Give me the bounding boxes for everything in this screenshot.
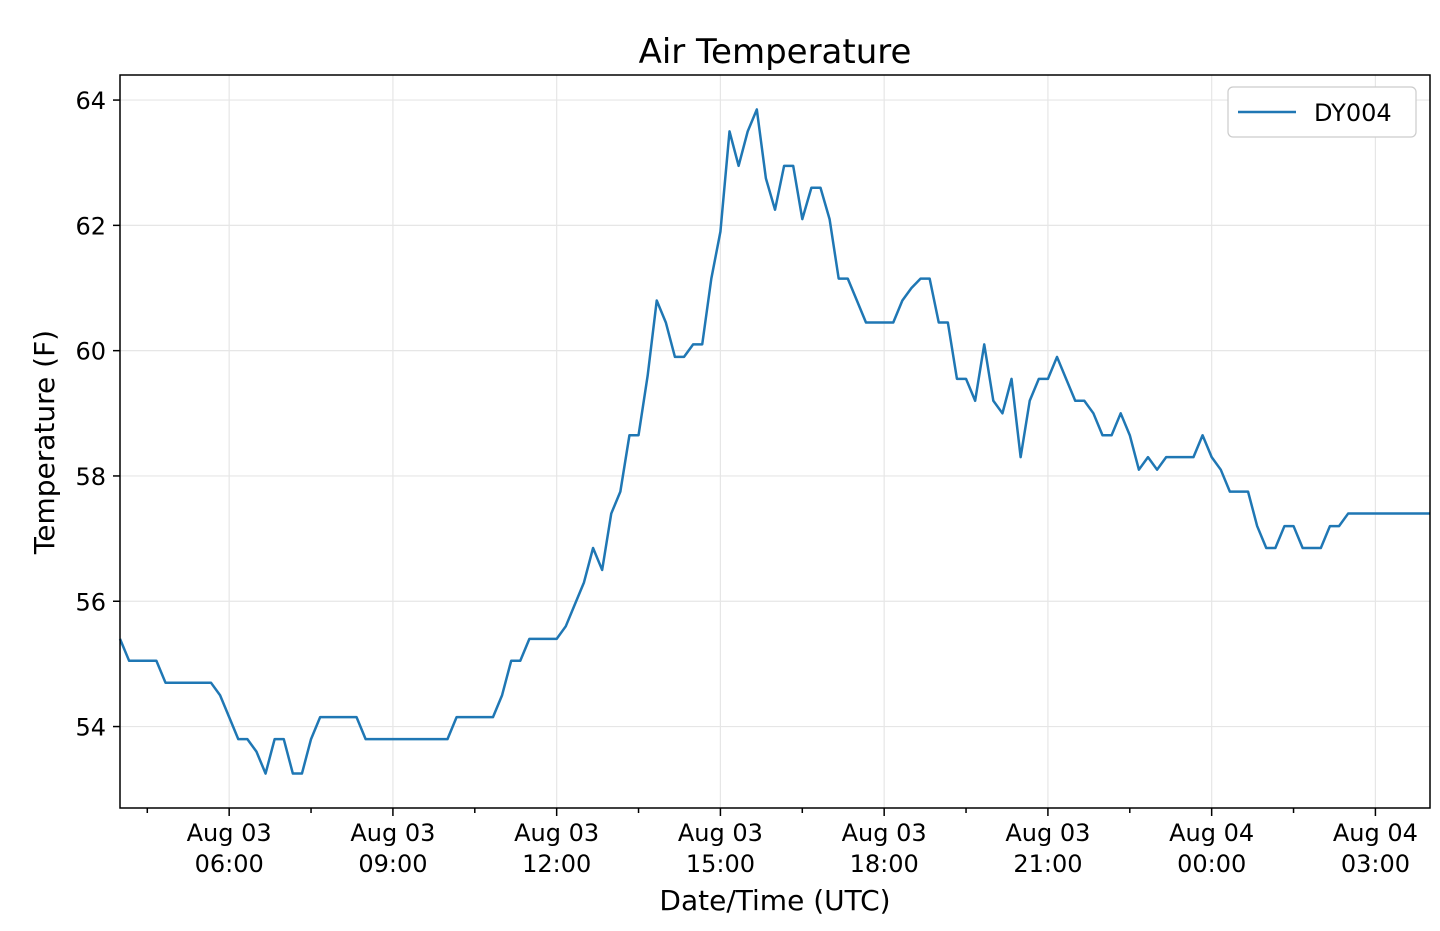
x-tick-label-date: Aug 04 [1169,819,1254,847]
y-tick-label: 62 [75,212,106,240]
x-tick-label-time: 21:00 [1013,850,1082,878]
x-tick-label-date: Aug 03 [1005,819,1090,847]
x-tick-label-time: 00:00 [1177,850,1246,878]
x-tick-label-date: Aug 03 [842,819,927,847]
series-line-dy004 [120,109,1430,773]
y-tick-label: 60 [75,338,106,366]
y-axis: 54 56 58 60 62 64 [75,87,120,741]
x-tick-label-time: 09:00 [358,850,427,878]
x-tick-label-time: 18:00 [850,850,919,878]
x-tick-label-date: Aug 03 [187,819,272,847]
x-tick-label-date: Aug 04 [1333,819,1418,847]
legend: DY004 [1228,87,1416,137]
chart-title: Air Temperature [639,32,912,72]
x-tick-label-date: Aug 03 [350,819,435,847]
y-tick-label: 54 [75,714,106,742]
grid [120,75,1430,808]
x-axis-label: Date/Time (UTC) [659,884,890,917]
legend-label-dy004: DY004 [1314,99,1392,127]
x-tick-label-time: 03:00 [1341,850,1410,878]
series-layer [120,109,1430,773]
x-axis: Aug 03 06:00 Aug 03 09:00 Aug 03 12:00 Aug 03 1… [147,808,1418,878]
x-tick-label-time: 12:00 [522,850,591,878]
y-tick-label: 56 [75,588,106,616]
y-tick-label: 64 [75,87,106,115]
x-tick-label-date: Aug 03 [678,819,763,847]
x-tick-label-time: 15:00 [686,850,755,878]
plot-frame [120,75,1430,808]
x-tick-label-date: Aug 03 [514,819,599,847]
y-axis-label: Temperature (F) [28,330,61,555]
y-tick-label: 58 [75,463,106,491]
x-tick-label-time: 06:00 [195,850,264,878]
